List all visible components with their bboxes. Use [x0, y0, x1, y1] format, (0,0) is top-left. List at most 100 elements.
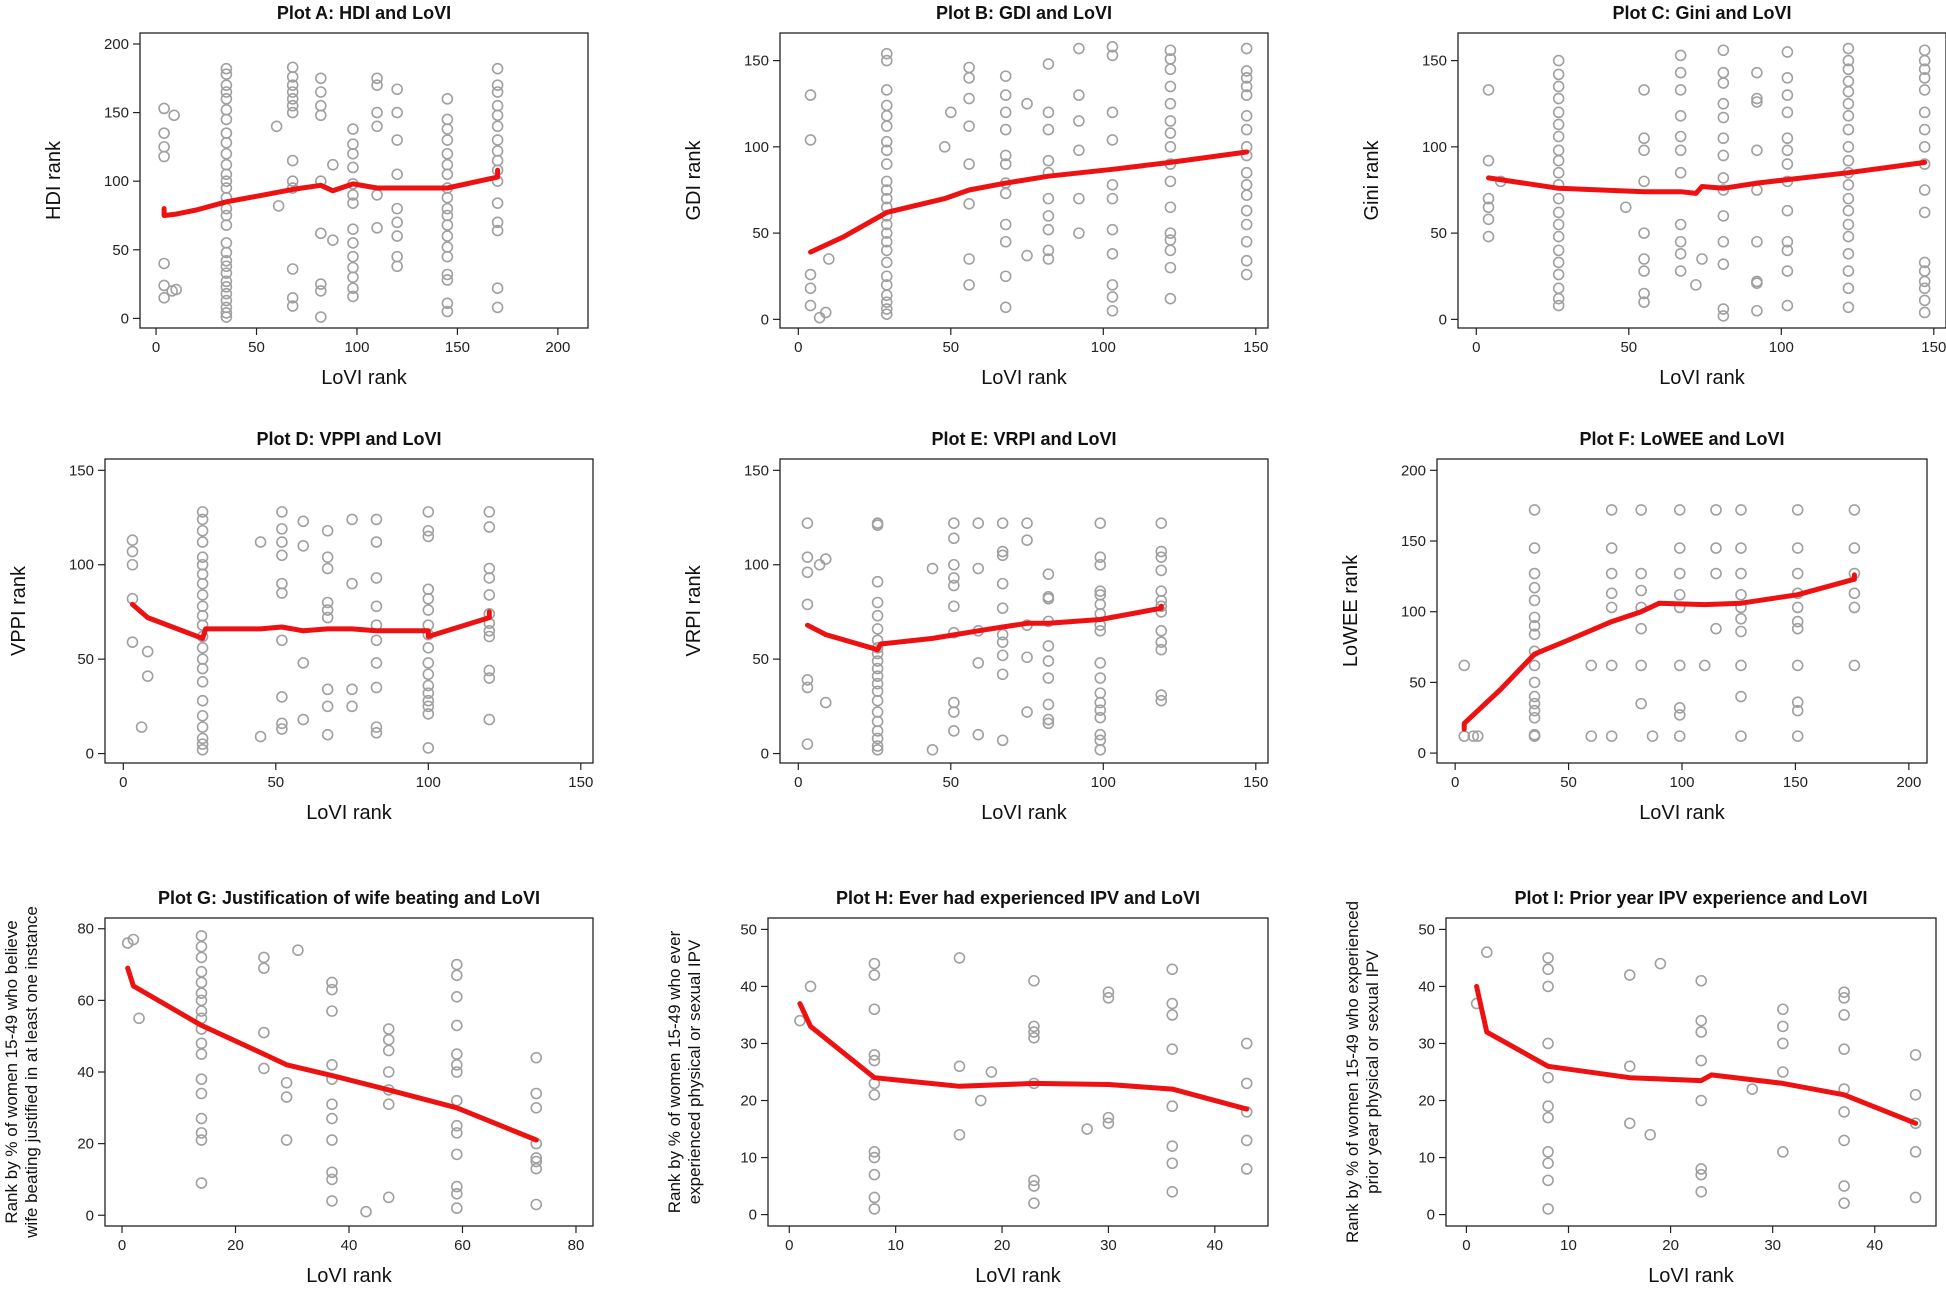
data-point [195, 987, 208, 1000]
y-tick-label: 200 [104, 36, 129, 53]
data-point [1605, 601, 1618, 614]
plot-g-y-label-line2: wife beating justified in at least one i… [22, 906, 41, 1239]
y-tick-label: 80 [77, 921, 94, 938]
data-point [1635, 584, 1647, 597]
data-point [451, 1048, 463, 1060]
data-point [1094, 696, 1107, 709]
data-point [276, 723, 288, 735]
data-point [999, 270, 1012, 283]
data-point [254, 536, 267, 548]
data-point [1542, 1174, 1554, 1187]
data-point [1842, 75, 1855, 88]
data-point [1240, 1077, 1253, 1090]
data-point [258, 1026, 270, 1039]
data-point [1042, 192, 1055, 205]
data-point [451, 1202, 463, 1214]
data-point [1781, 144, 1794, 157]
data-point [1695, 1185, 1708, 1198]
data-point [1021, 706, 1033, 718]
plot-g-x-label: LoVI rank [306, 1265, 393, 1287]
data-point [801, 674, 814, 686]
data-point [948, 706, 960, 718]
data-point [1717, 310, 1730, 322]
data-point [422, 530, 435, 543]
data-point [1585, 730, 1598, 742]
data-point [801, 551, 814, 563]
data-point [391, 83, 403, 96]
data-point [382, 1098, 395, 1111]
data-point [1695, 1014, 1708, 1027]
y-tick-label: 20 [740, 1093, 757, 1110]
data-point [1791, 659, 1804, 672]
data-point [141, 670, 154, 682]
data-point [1791, 567, 1804, 580]
data-point [195, 1177, 208, 1189]
data-point [880, 54, 893, 67]
data-point [1528, 611, 1541, 624]
data-point [1717, 303, 1730, 315]
y-tick-label: 150 [744, 462, 769, 479]
data-point [391, 216, 403, 229]
data-point [315, 99, 327, 112]
data-point [1021, 534, 1033, 546]
data-point [126, 636, 139, 648]
data-point [286, 71, 299, 83]
data-point [370, 681, 383, 694]
data-point [315, 285, 327, 297]
data-point [1695, 1163, 1708, 1175]
data-point [804, 134, 817, 146]
data-point [422, 604, 435, 616]
trend-line [1461, 572, 1857, 732]
data-point [286, 79, 299, 91]
data-point [1073, 42, 1085, 55]
plot-g-title: Plot G: Justification of wife beating an… [158, 888, 540, 908]
data-point [996, 545, 1009, 558]
data-point [347, 189, 359, 201]
data-point [1717, 111, 1730, 124]
data-point [804, 282, 817, 295]
y-tick-label: 150 [744, 53, 769, 70]
x-tick-label: 50 [1620, 339, 1637, 356]
data-point [1735, 690, 1747, 703]
data-point [1781, 235, 1794, 248]
data-point [321, 611, 334, 624]
data-point [948, 600, 960, 613]
y-tick-label: 150 [104, 105, 129, 122]
data-point [1552, 92, 1565, 105]
data-point [871, 662, 884, 675]
data-point [1164, 292, 1177, 305]
data-point [999, 106, 1012, 119]
data-point [135, 721, 148, 733]
data-point [801, 681, 814, 694]
data-point [1842, 110, 1855, 122]
data-point [1710, 542, 1722, 554]
data-point [391, 230, 403, 242]
data-point [370, 536, 383, 548]
data-point [491, 120, 504, 133]
x-tick-label: 20 [1662, 1237, 1679, 1254]
data-point [1838, 1134, 1850, 1147]
data-point [1240, 268, 1253, 281]
data-point [871, 725, 884, 737]
data-point [451, 1127, 463, 1139]
data-point [1791, 504, 1804, 516]
data-point [1777, 1003, 1789, 1016]
data-point [1842, 154, 1855, 167]
plot-h-x-label: LoVI rank [975, 1265, 1062, 1287]
data-point [1842, 218, 1855, 231]
data-point [1842, 301, 1855, 314]
x-tick-label: 40 [1866, 1237, 1883, 1254]
data-point [1552, 192, 1565, 205]
data-point [880, 158, 893, 170]
x-tick-label: 100 [1091, 774, 1116, 791]
data-point [804, 299, 817, 312]
data-point [346, 683, 358, 696]
data-point [1164, 227, 1177, 239]
trend-line [1486, 159, 1928, 196]
x-tick-label: 50 [942, 339, 959, 356]
plot-i-y-label-line2: prior year physical or sexual IPV [1363, 949, 1382, 1193]
data-point [491, 86, 504, 98]
data-point [483, 506, 496, 518]
data-point [1542, 1157, 1554, 1170]
data-point [1695, 1094, 1708, 1107]
